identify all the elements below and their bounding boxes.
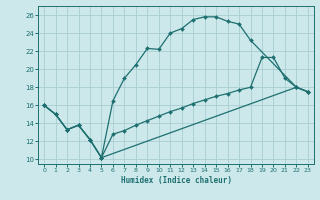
X-axis label: Humidex (Indice chaleur): Humidex (Indice chaleur) xyxy=(121,176,231,185)
